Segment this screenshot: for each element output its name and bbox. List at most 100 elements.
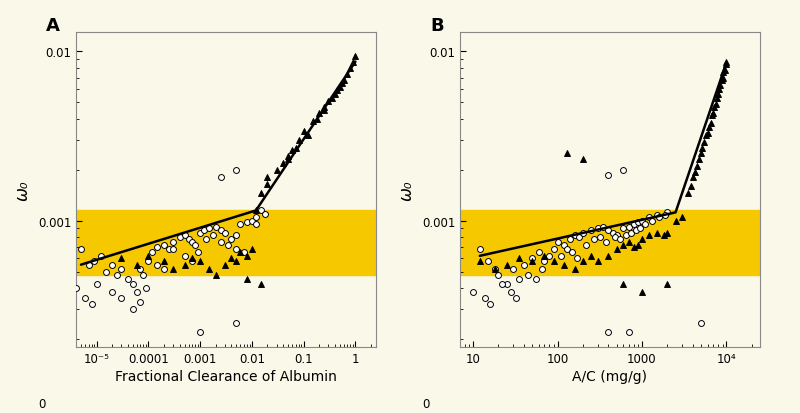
Point <box>178 262 191 268</box>
Point <box>580 242 593 249</box>
Point <box>669 218 682 224</box>
Point <box>134 299 146 306</box>
Point <box>484 301 497 308</box>
Point <box>234 249 246 256</box>
Point <box>526 255 538 262</box>
Point <box>88 258 101 264</box>
Point <box>344 65 357 72</box>
Point <box>250 214 262 221</box>
Point <box>474 246 486 253</box>
Point <box>543 253 556 259</box>
Point <box>617 242 630 249</box>
Point <box>653 214 666 221</box>
Point <box>90 282 103 288</box>
Point <box>346 59 359 66</box>
Point <box>622 224 635 230</box>
Point <box>194 258 206 264</box>
Point <box>710 101 722 108</box>
Point <box>230 167 242 173</box>
X-axis label: Fractional Clearance of Albumin: Fractional Clearance of Albumin <box>115 369 337 383</box>
Point <box>115 295 128 301</box>
Point <box>218 262 231 268</box>
Point <box>210 272 222 278</box>
Point <box>482 258 494 264</box>
Point <box>507 266 520 273</box>
Point <box>178 253 191 259</box>
Text: 0: 0 <box>422 397 430 410</box>
Point <box>250 208 262 214</box>
Point <box>711 95 724 102</box>
Point <box>302 133 314 139</box>
Point <box>547 246 560 253</box>
Point <box>151 244 164 251</box>
Point <box>704 120 717 126</box>
Point <box>178 233 191 239</box>
Point <box>110 272 123 278</box>
Point <box>230 320 242 326</box>
Point <box>286 148 298 154</box>
Point <box>106 289 118 295</box>
Point <box>214 239 227 246</box>
Point <box>292 137 305 144</box>
Point <box>682 191 694 197</box>
Point <box>186 255 198 262</box>
Point <box>106 262 118 268</box>
Point <box>563 236 576 243</box>
Point <box>513 255 526 262</box>
Point <box>719 62 732 69</box>
Point <box>718 67 731 74</box>
Point <box>488 266 501 273</box>
Point <box>602 329 614 335</box>
Point <box>126 282 139 288</box>
Point <box>479 295 492 301</box>
Point <box>602 253 614 259</box>
Point <box>634 225 646 232</box>
Point <box>203 266 216 273</box>
Point <box>282 154 294 160</box>
Point <box>241 253 254 259</box>
Point <box>627 222 640 228</box>
Point <box>715 77 728 84</box>
Point <box>568 233 581 239</box>
Point <box>203 225 216 232</box>
Text: A: A <box>46 17 60 35</box>
Point <box>158 266 170 273</box>
Point <box>298 128 310 135</box>
Point <box>270 167 283 173</box>
Point <box>230 233 242 239</box>
Point <box>688 169 701 176</box>
Point <box>635 218 648 224</box>
Point <box>338 77 350 84</box>
Point <box>632 242 645 249</box>
Point <box>600 239 613 246</box>
Point <box>225 236 238 243</box>
Point <box>290 145 302 152</box>
Point <box>690 164 703 170</box>
Point <box>341 71 354 78</box>
Point <box>492 272 505 278</box>
Point <box>650 230 663 236</box>
Text: 0: 0 <box>38 397 46 410</box>
Point <box>214 175 227 181</box>
Point <box>676 214 689 221</box>
Point <box>529 276 542 283</box>
Point <box>130 289 143 295</box>
Point <box>246 218 258 224</box>
Point <box>610 233 623 239</box>
Point <box>587 236 600 243</box>
Point <box>318 107 330 114</box>
Point <box>585 227 598 234</box>
Point <box>716 75 729 82</box>
Point <box>694 151 707 157</box>
Point <box>706 113 718 119</box>
Point <box>225 255 238 262</box>
Point <box>488 266 501 273</box>
Point <box>702 124 715 131</box>
Point <box>594 234 606 241</box>
Point <box>551 239 564 246</box>
Point <box>158 242 170 249</box>
Point <box>261 175 274 181</box>
Point <box>82 262 95 268</box>
Point <box>714 83 727 90</box>
Point <box>166 239 179 246</box>
